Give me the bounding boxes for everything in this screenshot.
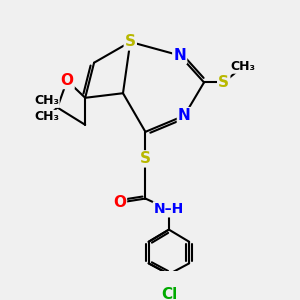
Text: S: S: [140, 151, 151, 166]
Text: N–H: N–H: [154, 202, 184, 216]
Text: CH₃: CH₃: [34, 110, 59, 124]
Text: O: O: [113, 195, 126, 210]
Text: S: S: [125, 34, 136, 50]
Text: Cl: Cl: [161, 287, 177, 300]
Text: N: N: [173, 48, 186, 63]
Text: CH₃: CH₃: [34, 94, 59, 107]
Text: CH₃: CH₃: [231, 60, 256, 73]
Text: O: O: [61, 73, 74, 88]
Text: N: N: [178, 108, 191, 123]
Text: S: S: [218, 75, 229, 90]
